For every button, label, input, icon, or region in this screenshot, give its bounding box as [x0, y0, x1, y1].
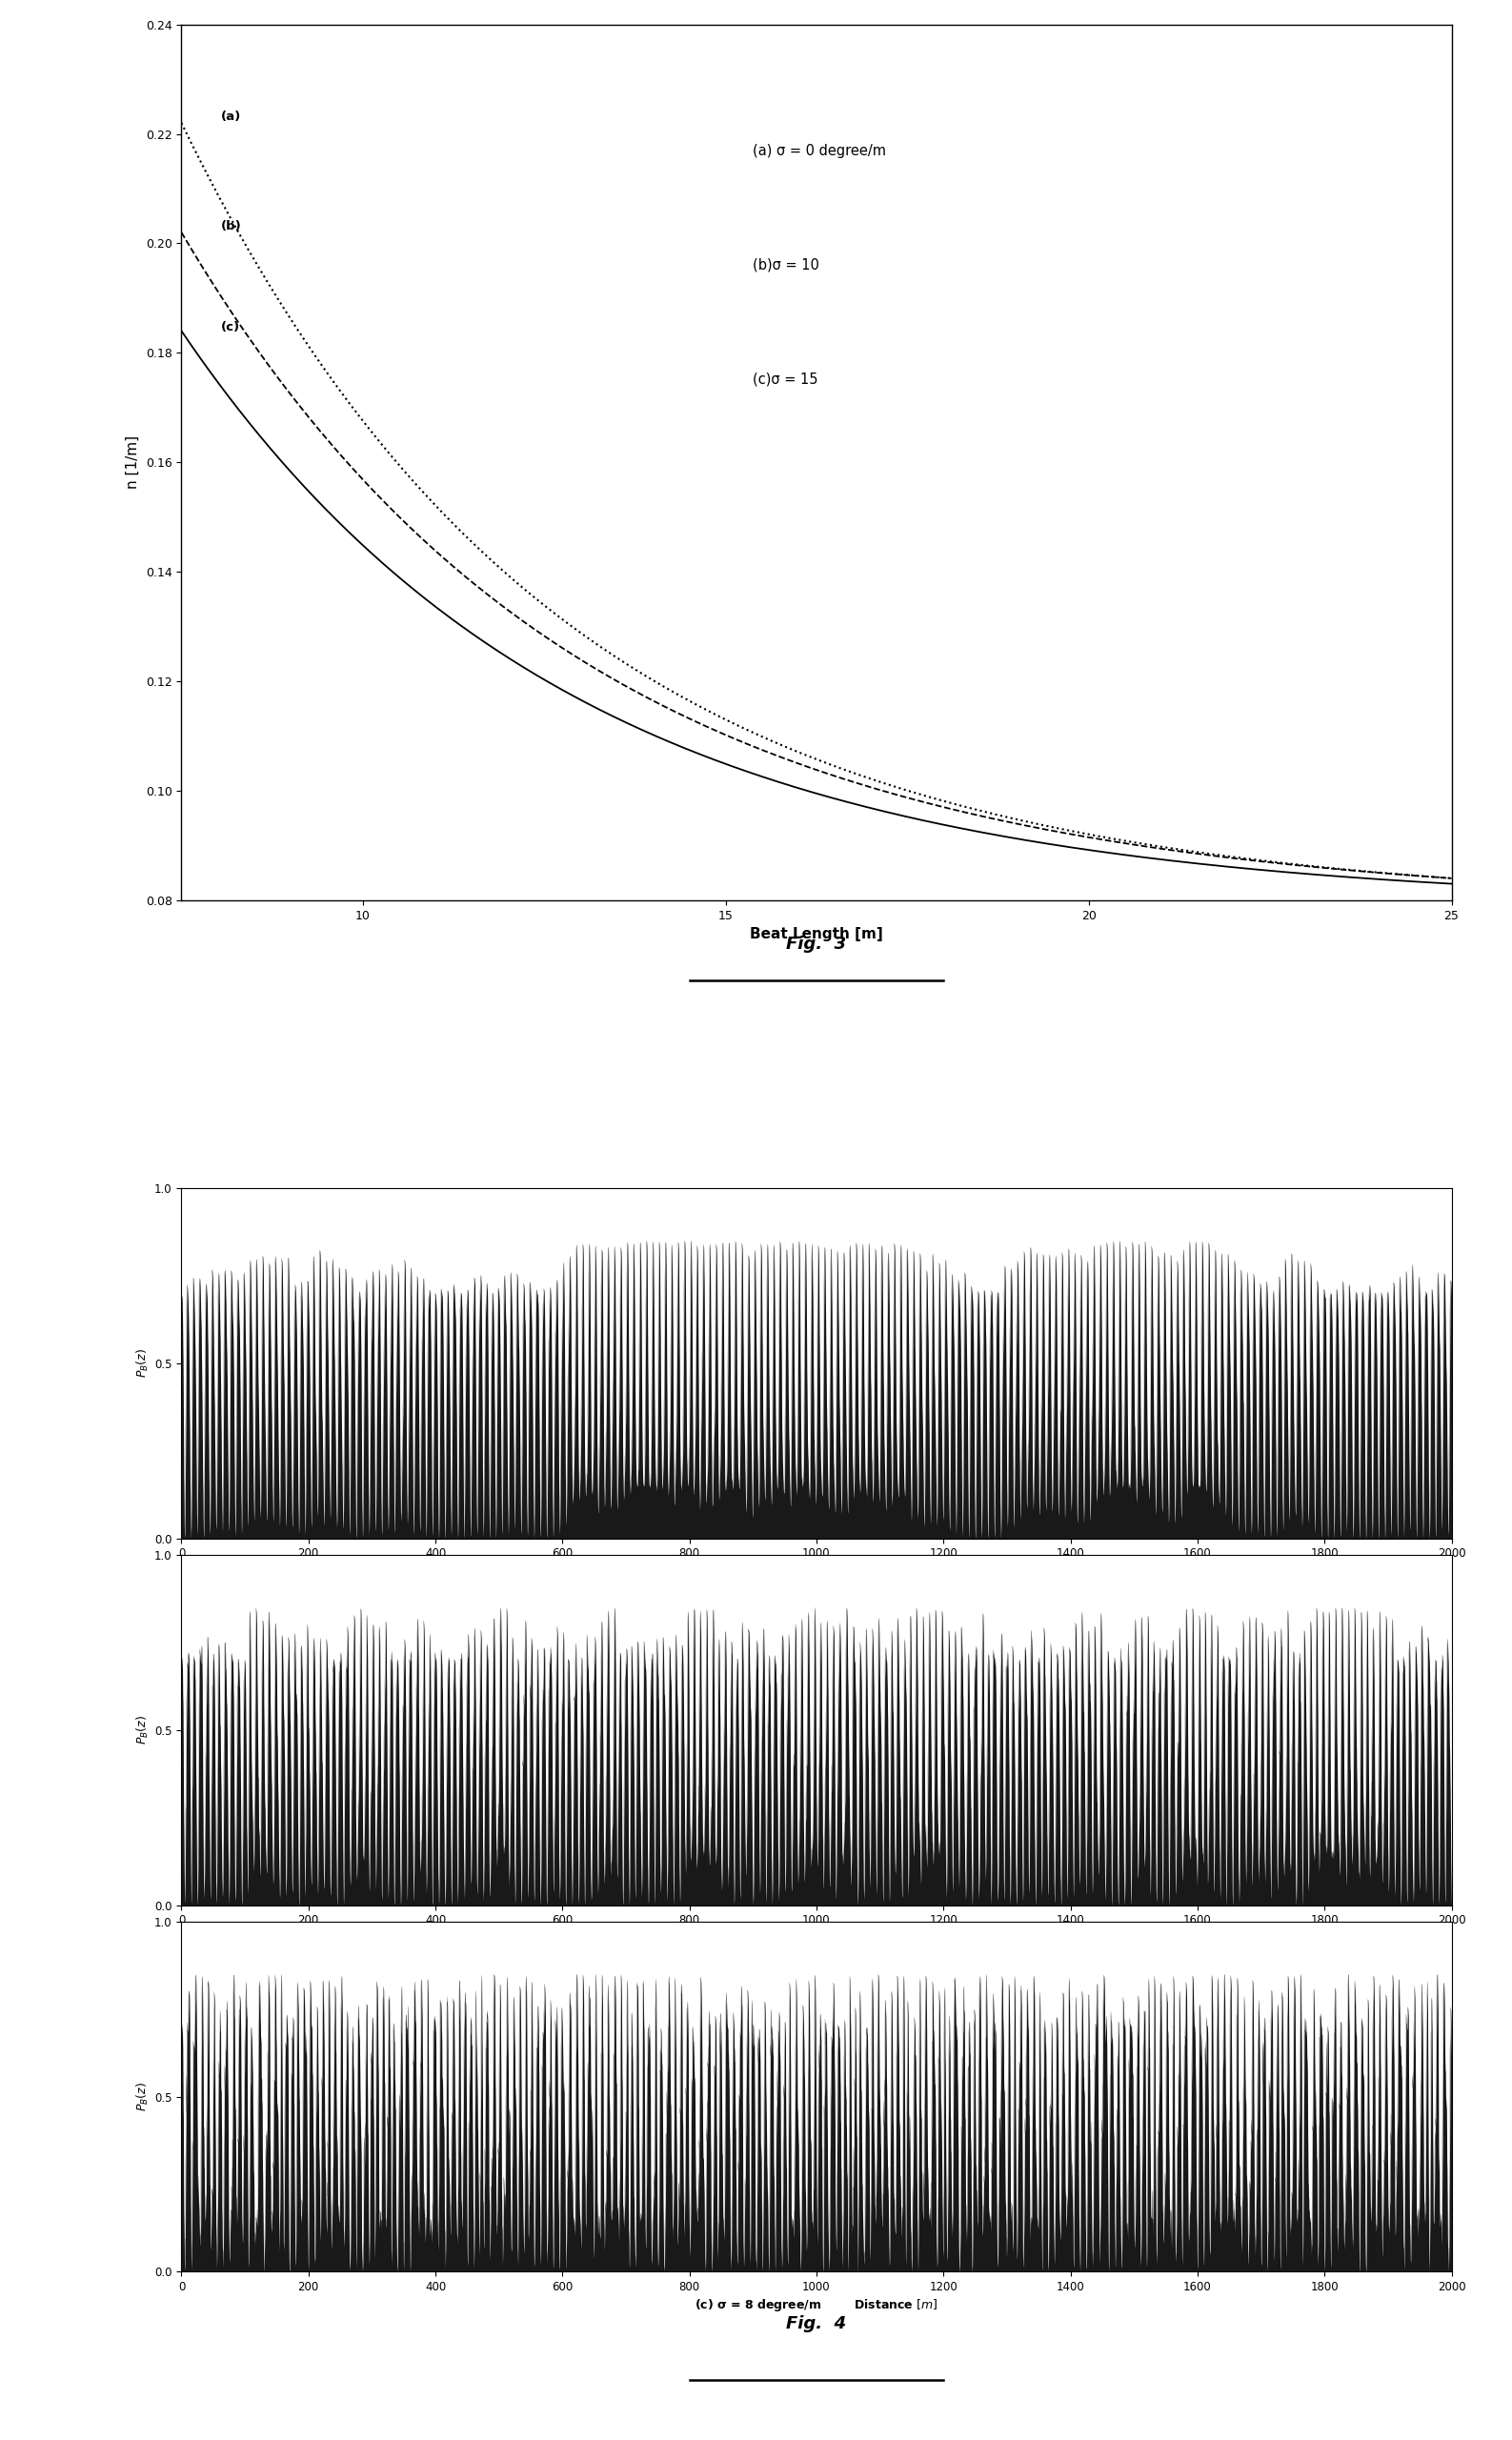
Text: (a): (a)	[221, 110, 242, 122]
X-axis label: Beat Length [m]: Beat Length [m]	[750, 927, 883, 942]
Y-axis label: n [1/m]: n [1/m]	[125, 437, 141, 488]
Text: Fig.  3: Fig. 3	[786, 937, 847, 954]
Text: (c)σ = 15: (c)σ = 15	[753, 371, 818, 386]
Text: (b): (b)	[221, 220, 242, 232]
Text: (c): (c)	[221, 322, 240, 334]
X-axis label: (c) σ = 8 degree/m        Distance $[m]$: (c) σ = 8 degree/m Distance $[m]$	[694, 2298, 939, 2313]
Y-axis label: $P_B(z)$: $P_B(z)$	[135, 1715, 151, 1745]
Text: (b)σ = 10: (b)σ = 10	[753, 259, 820, 273]
Y-axis label: $P_B(z)$: $P_B(z)$	[135, 2081, 151, 2111]
Text: (a) σ = 0 degree/m: (a) σ = 0 degree/m	[753, 144, 886, 159]
Text: Fig.  4: Fig. 4	[786, 2316, 847, 2333]
X-axis label: (b) σ = 4 degree/m: (b) σ = 4 degree/m	[753, 1930, 880, 1942]
Y-axis label: $P_B(z)$: $P_B(z)$	[135, 1349, 151, 1379]
X-axis label: (a) σ = 2 degree/m: (a) σ = 2 degree/m	[753, 1564, 880, 1576]
